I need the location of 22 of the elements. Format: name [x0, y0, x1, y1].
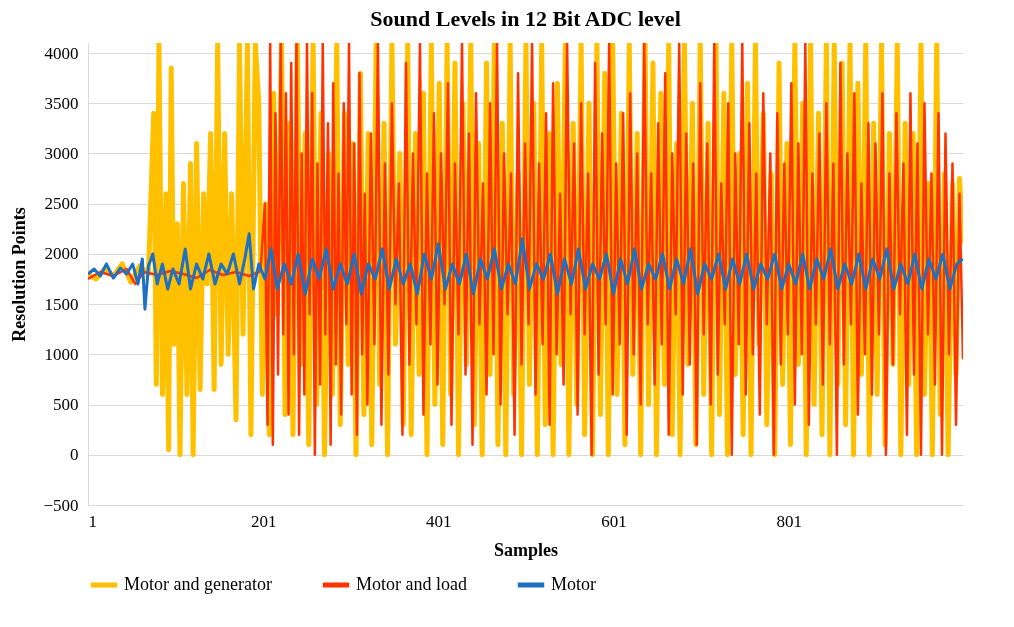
legend-label: Motor	[551, 574, 597, 594]
legend-label: Motor and load	[356, 574, 467, 594]
x-tick-label: 201	[250, 511, 277, 531]
legend-label: Motor and generator	[124, 574, 272, 594]
x-axis-title: Samples	[493, 539, 559, 560]
x-tick-label: 1	[88, 511, 97, 531]
line-series	[88, 232, 963, 311]
y-tick-label: 0	[70, 445, 79, 465]
y-tick-label: 3500	[44, 93, 79, 113]
y-tick-label: 1000	[44, 344, 79, 364]
chart-title: Sound Levels in 12 Bit ADC level	[370, 6, 681, 31]
y-tick-label: 500	[53, 395, 79, 415]
y-tick-label: 3000	[44, 143, 79, 163]
y-tick-label: 2000	[44, 244, 79, 264]
y-axis-title: Resolution Points	[9, 207, 30, 342]
y-tick-label: 4000	[44, 43, 79, 63]
y-tick-label: 1500	[44, 294, 79, 314]
y-tick-label: −500	[43, 495, 79, 515]
y-tick-label: 2500	[44, 194, 79, 214]
x-tick-label: 601	[601, 511, 627, 531]
x-tick-label: 801	[776, 511, 802, 531]
x-tick-label: 401	[426, 511, 452, 531]
